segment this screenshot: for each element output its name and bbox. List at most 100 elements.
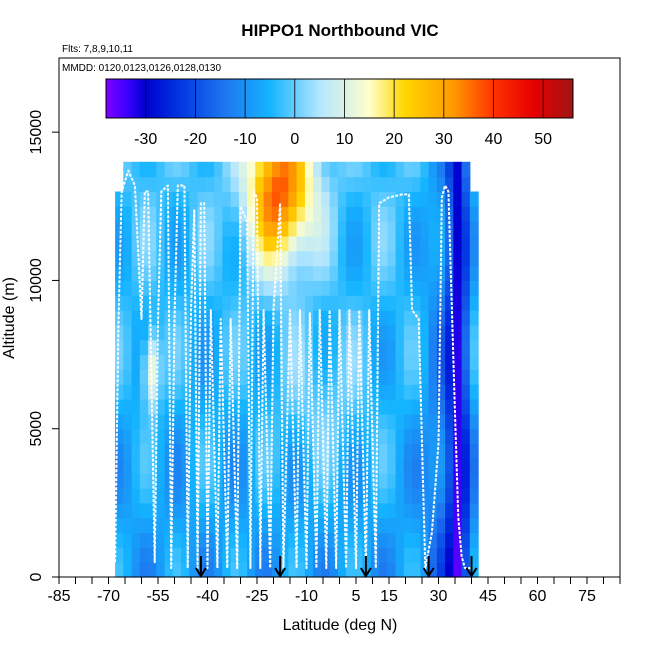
heatmap-cell — [354, 532, 364, 548]
heatmap-cell — [370, 235, 380, 252]
heatmap-cell — [296, 473, 306, 489]
heatmap-cell — [181, 562, 190, 578]
heatmap-cell — [304, 473, 314, 489]
heatmap-cell — [123, 176, 133, 192]
heatmap-cell — [280, 502, 289, 519]
heatmap-cell — [205, 413, 215, 430]
heatmap-cell — [428, 473, 438, 489]
heatmap-cell — [362, 324, 372, 341]
heatmap-cell — [436, 428, 446, 445]
heatmap-cell — [172, 324, 182, 341]
heatmap-cell — [313, 250, 322, 267]
heatmap-cell — [222, 221, 232, 237]
heatmap-cell — [238, 324, 248, 341]
heatmap-cell — [354, 206, 364, 222]
heatmap-cell — [420, 310, 430, 326]
heatmap-cell — [139, 517, 149, 534]
heatmap-cell — [123, 280, 133, 296]
heatmap-cell — [453, 191, 463, 207]
heatmap-cell — [461, 206, 471, 222]
heatmap-cell — [172, 369, 182, 385]
heatmap-cell — [288, 324, 298, 341]
heatmap-cell — [337, 473, 347, 489]
x-tick-label: -55 — [146, 588, 169, 605]
heatmap-cell — [354, 235, 364, 252]
heatmap-cell — [172, 280, 182, 296]
heatmap-cell — [428, 339, 438, 356]
heatmap-cell — [321, 458, 331, 474]
heatmap-cell — [313, 176, 322, 192]
heatmap-cell — [280, 176, 289, 192]
heatmap-cell — [436, 161, 446, 178]
heatmap-cell — [156, 413, 166, 430]
heatmap-cell — [337, 369, 347, 385]
heatmap-cell — [370, 324, 380, 341]
heatmap-cell — [412, 547, 421, 563]
heatmap-cell — [131, 428, 141, 445]
heatmap-cell — [453, 413, 463, 430]
heatmap-cell — [469, 532, 479, 548]
heatmap-cell — [395, 339, 405, 356]
heatmap-cell — [370, 399, 380, 415]
heatmap-cell — [123, 324, 133, 341]
heatmap-cell — [197, 206, 207, 222]
heatmap-cell — [313, 235, 322, 252]
heatmap-cell — [379, 324, 388, 341]
heatmap-cell — [387, 547, 397, 563]
heatmap-cell — [230, 517, 240, 534]
heatmap-cell — [395, 428, 405, 445]
heatmap-cell — [321, 310, 331, 326]
heatmap-cell — [395, 384, 405, 400]
heatmap-cell — [412, 339, 421, 356]
heatmap-cell — [172, 221, 182, 237]
heatmap-cell — [370, 458, 380, 474]
heatmap-cell — [304, 428, 314, 445]
heatmap-cell — [255, 473, 265, 489]
heatmap-cell — [337, 310, 347, 326]
heatmap-cell — [131, 161, 141, 178]
heatmap-cell — [370, 354, 380, 370]
heatmap-cell — [181, 488, 190, 504]
heatmap-cell — [238, 473, 248, 489]
heatmap-cell — [354, 369, 364, 385]
heatmap-cell — [205, 280, 215, 296]
heatmap-cell — [370, 191, 380, 207]
heatmap-cell — [255, 339, 265, 356]
heatmap-cell — [346, 191, 355, 207]
heatmap-cell — [205, 265, 215, 281]
heatmap-cell — [420, 488, 430, 504]
heatmap-cell — [313, 161, 322, 178]
heatmap-cell — [238, 221, 248, 237]
heatmap-cell — [115, 547, 124, 563]
heatmap-cell — [346, 221, 355, 237]
heatmap-cell — [362, 280, 372, 296]
heatmap-cell — [280, 206, 289, 222]
heatmap-cell — [222, 354, 232, 370]
x-tick-label: -85 — [47, 588, 70, 605]
heatmap-cell — [230, 206, 240, 222]
heatmap-cell — [205, 221, 215, 237]
heatmap-cell — [172, 161, 182, 178]
heatmap-cell — [387, 295, 397, 311]
heatmap-cell — [148, 295, 157, 311]
heatmap-cell — [115, 517, 124, 534]
heatmap-cell — [172, 562, 182, 578]
heatmap-cell — [321, 399, 331, 415]
heatmap-cell — [263, 443, 273, 459]
heatmap-cell — [346, 310, 355, 326]
heatmap-cell — [296, 265, 306, 281]
heatmap-cell — [205, 295, 215, 311]
heatmap-cell — [387, 443, 397, 459]
heatmap-cell — [445, 295, 454, 311]
heatmap-cell — [387, 265, 397, 281]
heatmap-cell — [461, 161, 471, 178]
heatmap-cell — [337, 206, 347, 222]
heatmap-cell — [403, 161, 413, 178]
heatmap-cell — [346, 413, 355, 430]
heatmap-cell — [461, 295, 471, 311]
heatmap-cell — [131, 384, 141, 400]
heatmap-cell — [428, 384, 438, 400]
heatmap-cell — [445, 310, 454, 326]
heatmap-cell — [412, 458, 421, 474]
heatmap-cell — [445, 161, 454, 178]
